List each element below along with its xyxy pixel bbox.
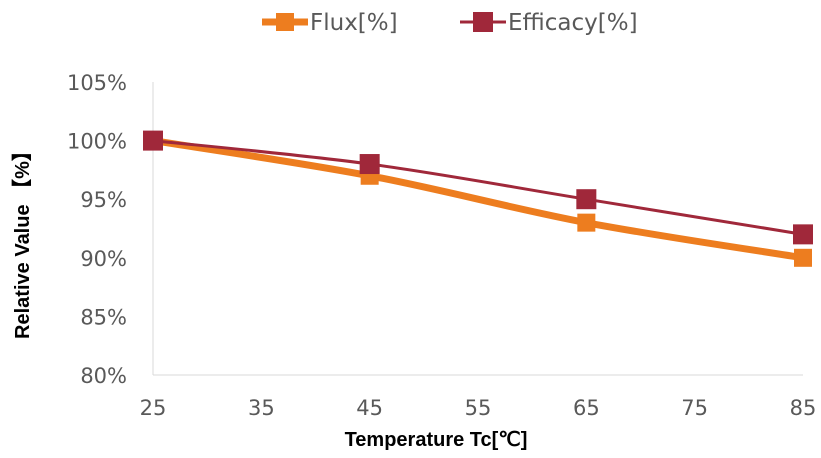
x-tick-label: 55 <box>465 396 492 420</box>
x-tick-label: 75 <box>681 396 708 420</box>
data-point-marker <box>793 224 813 245</box>
plot-area: 80% 85% 90% 95% 100% 105% 25 35 45 55 65 75 85 <box>67 71 816 420</box>
y-tick-label: 85% <box>80 305 127 329</box>
legend-label: Efficacy[%] <box>508 10 638 36</box>
series-line <box>152 137 804 262</box>
data-point-marker <box>794 248 812 267</box>
legend-marker-swatch <box>276 13 294 31</box>
series-1 <box>144 131 812 267</box>
x-tick-label: 45 <box>356 396 383 420</box>
x-tick-label: 25 <box>140 396 167 420</box>
y-tick-label: 100% <box>67 130 127 154</box>
data-point-marker <box>576 189 597 210</box>
y-axis-title: Relative Value 【%】 <box>11 141 34 339</box>
data-point-marker <box>577 213 596 232</box>
series-line <box>152 139 804 236</box>
legend-marker-swatch <box>473 12 493 32</box>
x-axis-title: Temperature Tc[℃] <box>345 429 528 451</box>
legend-item: Flux[%] <box>262 10 398 36</box>
data-point-marker <box>359 154 380 175</box>
series-layer <box>143 130 813 267</box>
legend-item: Efficacy[%] <box>460 10 638 36</box>
y-tick-label: 95% <box>80 188 127 212</box>
x-tick-label: 65 <box>573 396 600 420</box>
legend: Flux[%] Efficacy[%] <box>262 10 638 36</box>
data-point-marker <box>143 130 163 151</box>
x-axis-ticks: 25 35 45 55 65 75 85 <box>140 396 817 420</box>
x-tick-label: 85 <box>790 396 817 420</box>
series-2 <box>143 130 813 245</box>
y-tick-label: 105% <box>67 71 127 95</box>
y-tick-label: 80% <box>80 364 127 388</box>
y-axis-ticks: 80% 85% 90% 95% 100% 105% <box>67 71 127 388</box>
y-tick-label: 90% <box>80 247 127 271</box>
x-tick-label: 35 <box>248 396 275 420</box>
legend-label: Flux[%] <box>310 10 398 36</box>
